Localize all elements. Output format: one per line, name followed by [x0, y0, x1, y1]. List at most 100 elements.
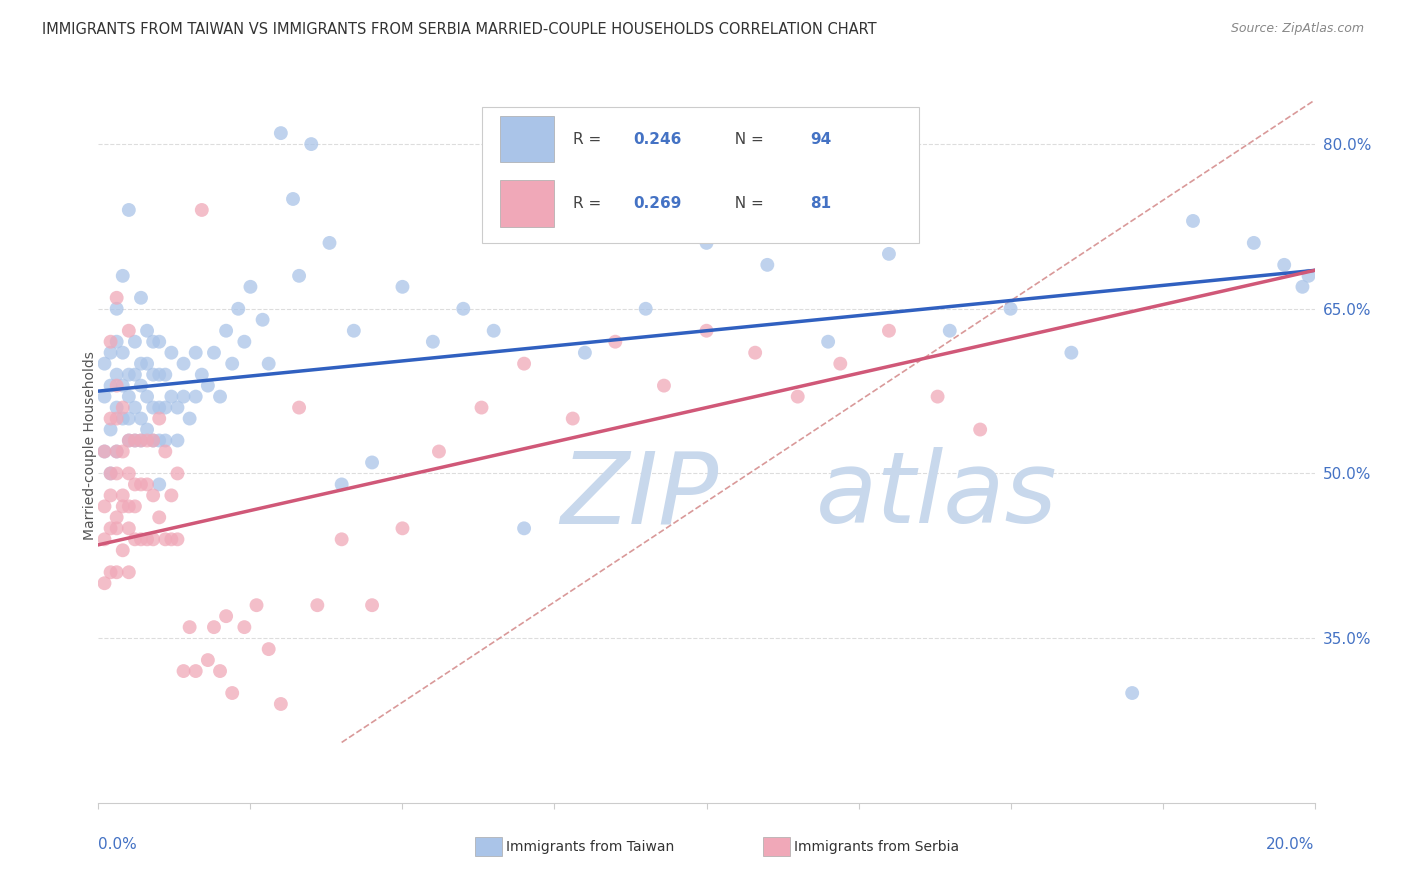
Point — [93, 533, 115, 547]
Point — [197, 653, 219, 667]
Text: R =: R = — [572, 196, 606, 211]
Point — [252, 312, 274, 326]
Text: 0.269: 0.269 — [634, 196, 682, 211]
Point — [453, 301, 475, 316]
FancyBboxPatch shape — [481, 107, 920, 243]
Point — [221, 357, 243, 371]
Point — [1182, 214, 1205, 228]
Point — [179, 620, 201, 634]
Text: Immigrants from Taiwan: Immigrants from Taiwan — [506, 839, 675, 854]
Point — [148, 510, 170, 524]
Point — [148, 434, 170, 448]
Point — [118, 202, 141, 217]
Point — [969, 423, 991, 437]
Point — [111, 500, 134, 514]
Point — [160, 533, 183, 547]
Point — [136, 434, 159, 448]
Point — [288, 401, 311, 415]
Point — [155, 368, 177, 382]
Point — [93, 500, 115, 514]
Point — [361, 455, 384, 469]
Text: 20.0%: 20.0% — [1267, 837, 1315, 852]
Point — [166, 401, 188, 415]
Point — [215, 609, 238, 624]
Point — [634, 301, 657, 316]
Point — [111, 268, 134, 283]
Point — [696, 235, 718, 250]
Point — [129, 291, 152, 305]
Point — [118, 434, 141, 448]
Point — [422, 334, 444, 349]
Point — [817, 334, 839, 349]
Point — [111, 345, 134, 359]
Point — [148, 411, 170, 425]
Point — [257, 642, 280, 657]
Point — [105, 510, 128, 524]
Point — [100, 378, 122, 392]
Text: IMMIGRANTS FROM TAIWAN VS IMMIGRANTS FROM SERBIA MARRIED-COUPLE HOUSEHOLDS CORRE: IMMIGRANTS FROM TAIWAN VS IMMIGRANTS FRO… — [42, 22, 877, 37]
Point — [173, 390, 195, 404]
Text: 81: 81 — [810, 196, 831, 211]
Point — [100, 566, 122, 580]
Point — [100, 467, 122, 481]
Point — [281, 192, 304, 206]
Point — [105, 301, 128, 316]
Bar — [499, 116, 554, 162]
Point — [105, 368, 128, 382]
Point — [166, 434, 188, 448]
Point — [129, 533, 152, 547]
Point — [142, 533, 165, 547]
Point — [239, 280, 262, 294]
Point — [209, 664, 232, 678]
Point — [118, 368, 141, 382]
Point — [155, 401, 177, 415]
Point — [299, 137, 322, 152]
Point — [105, 291, 128, 305]
Point — [257, 357, 280, 371]
Point — [136, 357, 159, 371]
Point — [124, 500, 146, 514]
Point — [136, 390, 159, 404]
Point — [105, 566, 128, 580]
Point — [270, 126, 292, 140]
Point — [129, 357, 152, 371]
Point — [93, 576, 115, 591]
Point — [124, 334, 146, 349]
Point — [166, 467, 188, 481]
Point — [111, 543, 134, 558]
Point — [124, 434, 146, 448]
Point — [221, 686, 243, 700]
Point — [786, 390, 808, 404]
Point — [100, 345, 122, 359]
Point — [136, 533, 159, 547]
Point — [118, 500, 141, 514]
Point — [179, 411, 201, 425]
Point — [105, 334, 128, 349]
Point — [233, 620, 256, 634]
Point — [160, 488, 183, 502]
Point — [470, 401, 492, 415]
Point — [155, 444, 177, 458]
Point — [561, 411, 583, 425]
Point — [184, 345, 207, 359]
Point — [100, 334, 122, 349]
Y-axis label: Married-couple Households: Married-couple Households — [83, 351, 97, 541]
Point — [111, 488, 134, 502]
Point — [124, 477, 146, 491]
Point — [118, 390, 141, 404]
Point — [427, 444, 450, 458]
Point — [129, 378, 152, 392]
Text: atlas: atlas — [815, 448, 1057, 544]
Point — [877, 324, 900, 338]
Point — [197, 378, 219, 392]
Point — [1000, 301, 1022, 316]
Point — [148, 368, 170, 382]
Point — [136, 477, 159, 491]
Text: Source: ZipAtlas.com: Source: ZipAtlas.com — [1230, 22, 1364, 36]
Point — [129, 477, 152, 491]
Point — [118, 467, 141, 481]
Point — [1121, 686, 1143, 700]
Point — [318, 235, 340, 250]
Point — [155, 533, 177, 547]
Point — [142, 401, 165, 415]
